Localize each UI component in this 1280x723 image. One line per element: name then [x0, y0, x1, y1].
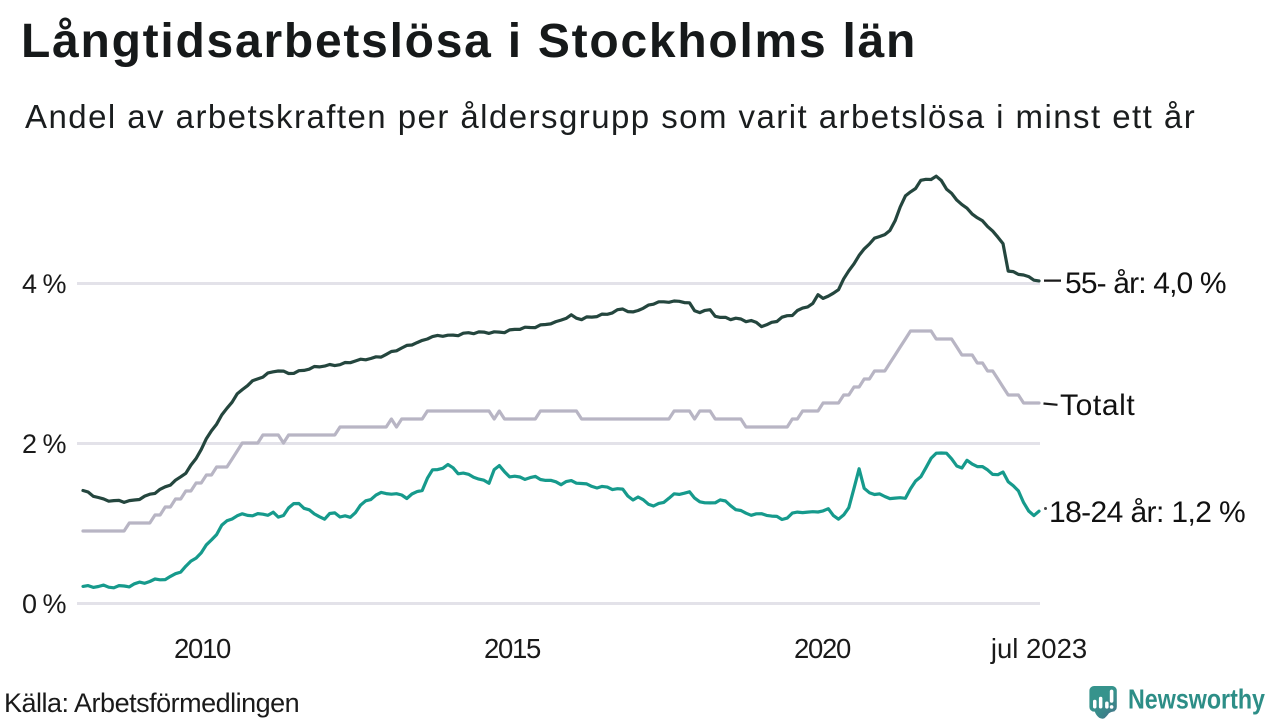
svg-text:Newsworthy: Newsworthy: [1128, 684, 1266, 715]
